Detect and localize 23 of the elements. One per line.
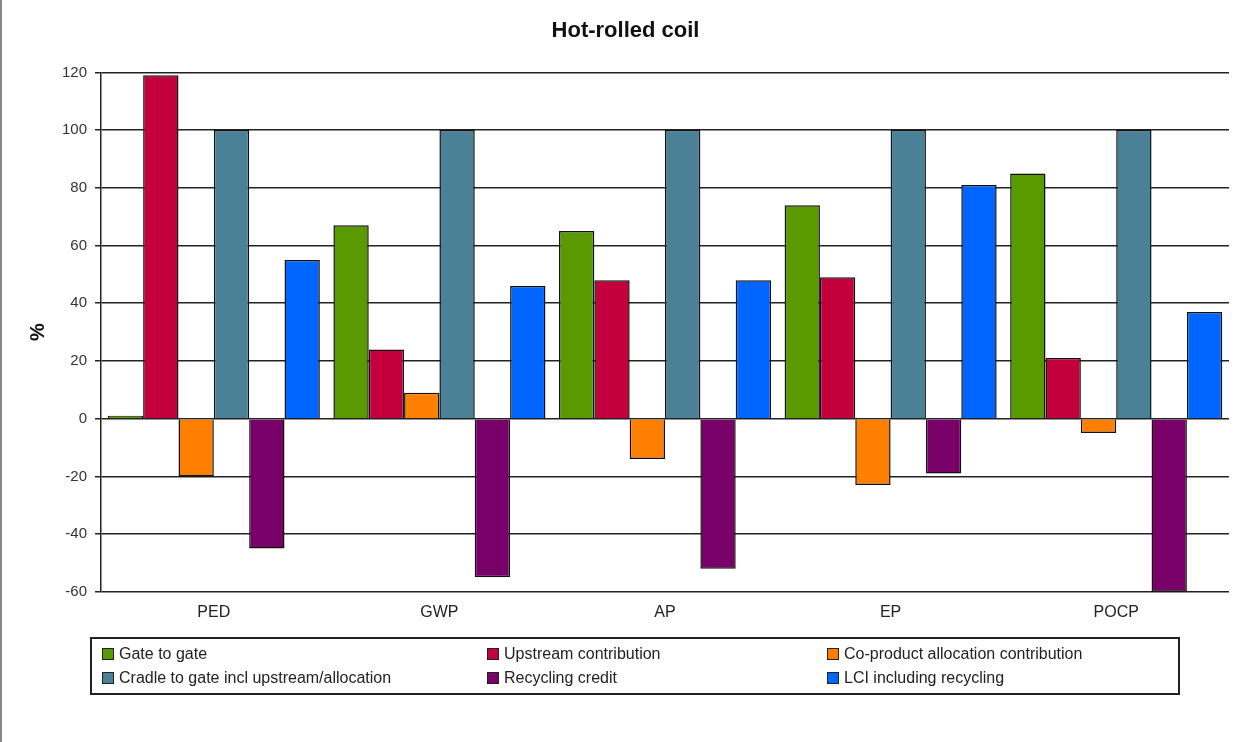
y-tick-label: 80 (70, 177, 88, 195)
y-axis-title: % (25, 323, 48, 341)
y-tick-label: -60 (65, 581, 88, 599)
y-tick-label: -40 (65, 524, 88, 542)
y-tick-label: -20 (65, 466, 88, 484)
legend-label: Co-product allocation contribution (844, 645, 1083, 663)
chart-title: Hot-rolled coil (551, 17, 700, 43)
y-tick-label: 120 (62, 62, 88, 80)
legend-label: LCI including recycling (844, 669, 1005, 687)
y-tick-label: 40 (70, 293, 88, 311)
y-tick-label: 60 (70, 235, 88, 253)
y-tick-label: 20 (70, 351, 88, 369)
x-tick-label: PED (197, 602, 231, 620)
x-tick-label: EP (879, 602, 902, 620)
legend-label: Upstream contribution (504, 645, 661, 663)
legend-label: Gate to gate (119, 645, 208, 663)
legend-label: Cradle to gate incl upstream/allocation (119, 669, 392, 687)
x-tick-label: GWP (420, 602, 459, 620)
x-tick-label: AP (654, 602, 676, 620)
x-tick-label: POCP (1093, 602, 1139, 620)
y-tick-label: 100 (62, 120, 88, 138)
legend-label: Recycling credit (504, 669, 617, 687)
y-tick-label: 0 (78, 408, 88, 426)
